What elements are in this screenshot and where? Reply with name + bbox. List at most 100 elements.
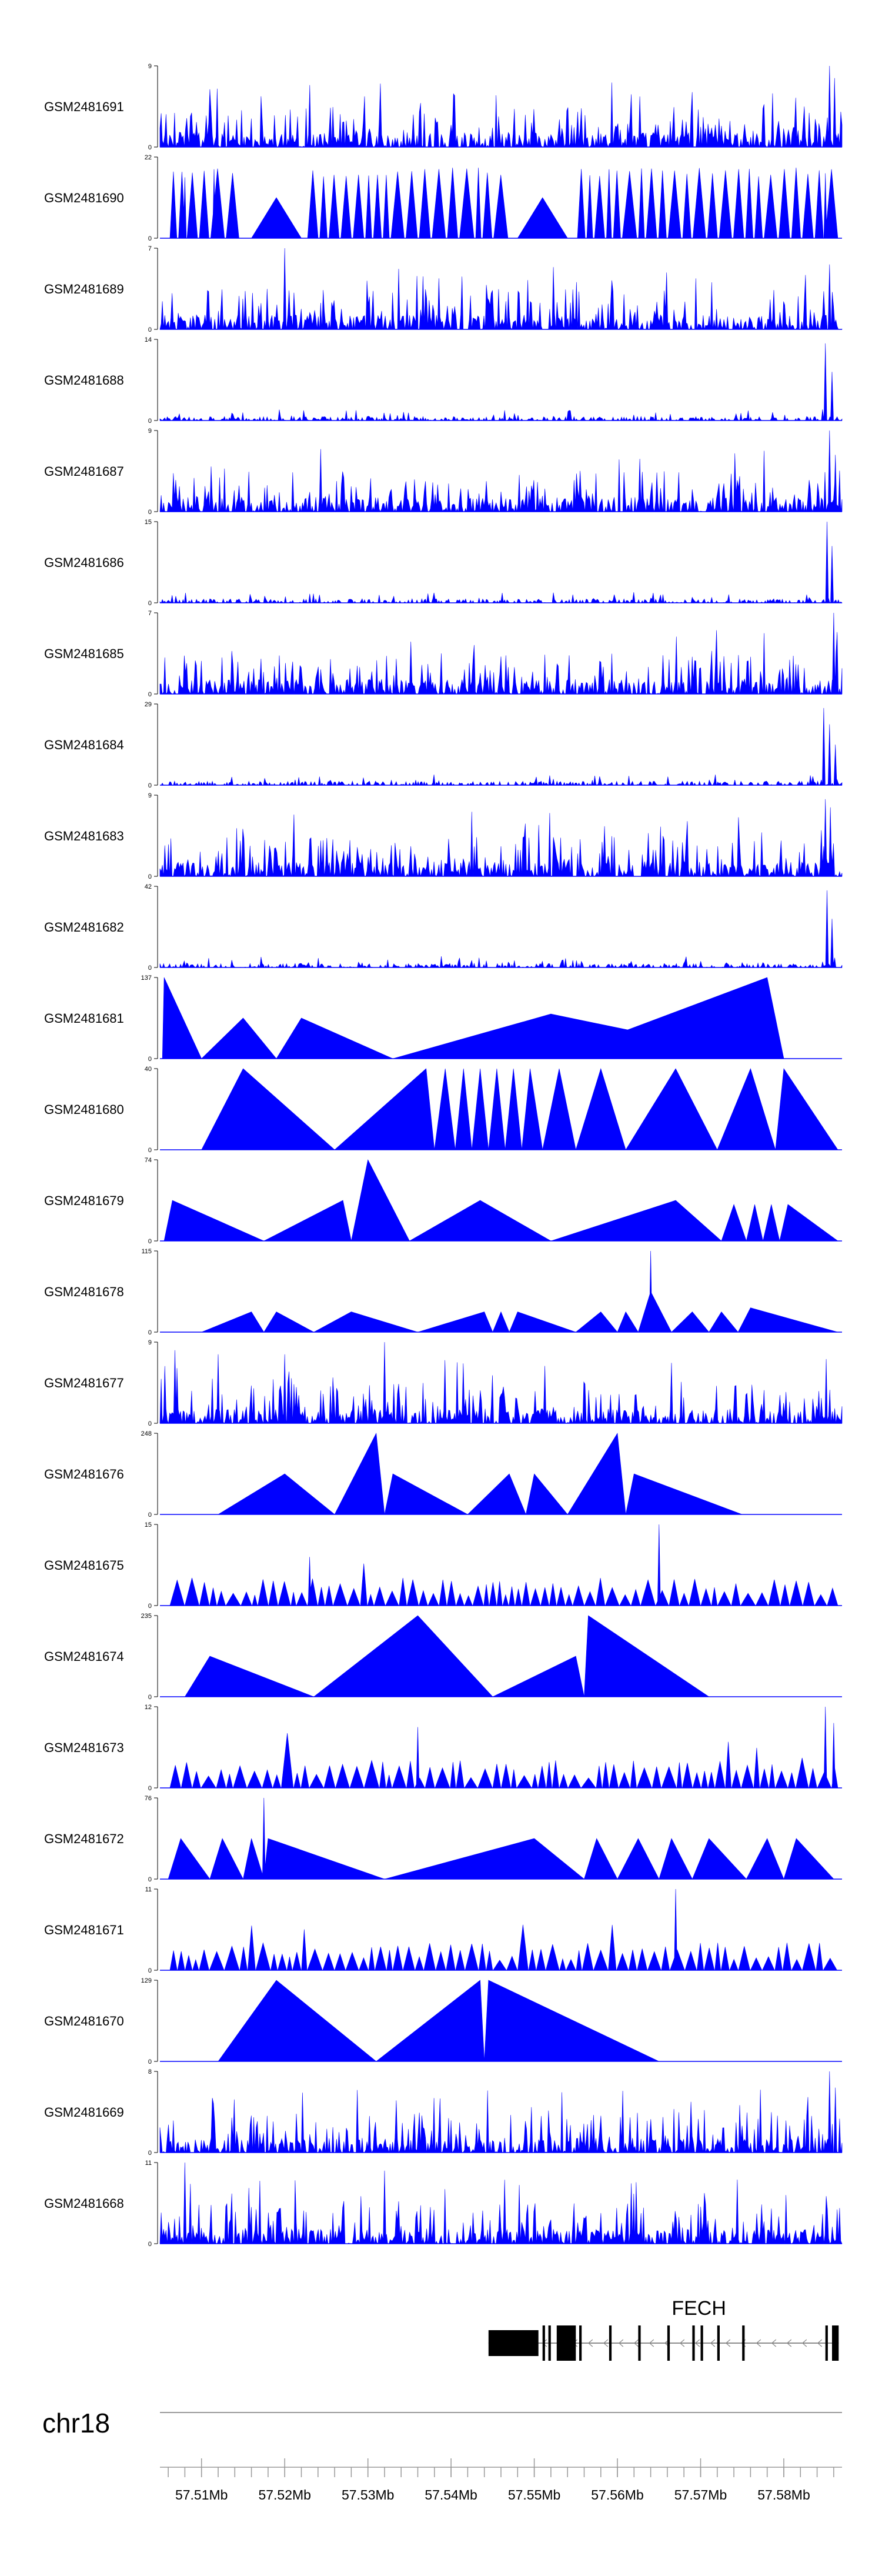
axis-tick-label: 57.53Mb (342, 2487, 395, 2502)
y-min-label: 0 (148, 235, 152, 242)
strand-arrow (587, 2339, 593, 2347)
track-label: GSM2481689 (44, 282, 124, 296)
y-max-label: 76 (145, 1795, 152, 1802)
track-label: GSM2481677 (44, 1376, 124, 1390)
coverage-track: GSM2481687 9 0 (44, 428, 843, 516)
y-min-label: 0 (148, 873, 152, 880)
track-label: GSM2481679 (44, 1193, 124, 1208)
coverage-track: GSM2481675 15 0 (44, 1521, 842, 1610)
coverage-track: GSM2481680 40 0 (44, 1066, 842, 1154)
coverage-track: GSM2481670 129 0 (44, 1977, 842, 2066)
y-max-label: 9 (148, 792, 152, 799)
y-min-label: 0 (148, 1967, 152, 1974)
axis-tick-label: 57.52Mb (258, 2487, 311, 2502)
y-min-label: 0 (148, 1603, 152, 1610)
track-label: GSM2481687 (44, 464, 124, 479)
gene-exon (832, 2325, 839, 2361)
y-min-label: 0 (148, 144, 152, 151)
y-min-label: 0 (148, 1511, 152, 1519)
y-min-label: 0 (148, 782, 152, 789)
gene-exon (488, 2330, 539, 2356)
strand-arrow (649, 2339, 654, 2347)
strand-arrow (786, 2339, 792, 2347)
gene-track: FECH (488, 2297, 839, 2361)
y-min-label: 0 (148, 1420, 152, 1427)
track-label: GSM2481685 (44, 646, 124, 661)
y-min-label: 0 (148, 1056, 152, 1063)
strand-arrow (710, 2339, 716, 2347)
strand-arrow (694, 2339, 700, 2347)
y-max-label: 7 (148, 610, 152, 617)
coverage-track: GSM2481673 12 0 (44, 1704, 842, 1792)
gene-exon (609, 2325, 612, 2361)
track-label: GSM2481672 (44, 1831, 124, 1846)
track-label: GSM2481671 (44, 1923, 124, 1937)
y-min-label: 0 (148, 418, 152, 425)
y-max-label: 115 (141, 1248, 152, 1255)
gene-label: FECH (671, 2297, 726, 2320)
track-label: GSM2481683 (44, 829, 124, 843)
strand-arrow (603, 2339, 609, 2347)
gene-exon (542, 2325, 545, 2361)
y-min-label: 0 (148, 1329, 152, 1336)
y-min-label: 0 (148, 1694, 152, 1701)
coverage-area (159, 1342, 843, 1424)
y-min-label: 0 (148, 2150, 152, 2157)
track-label: GSM2481684 (44, 738, 124, 752)
track-label: GSM2481669 (44, 2105, 124, 2120)
y-max-label: 14 (145, 336, 152, 343)
coverage-track: GSM2481681 137 0 (44, 975, 842, 1063)
coverage-area (160, 708, 843, 786)
coverage-track: GSM2481677 9 0 (44, 1339, 843, 1427)
coverage-area (159, 65, 843, 148)
coverage-area (159, 612, 843, 695)
track-label: GSM2481670 (44, 2014, 124, 2028)
coverage-track: GSM2481689 7 0 (44, 245, 843, 333)
strand-arrow (679, 2339, 685, 2347)
y-max-label: 9 (148, 428, 152, 435)
y-max-label: 248 (141, 1430, 152, 1437)
coverage-area (159, 521, 843, 604)
coverage-area (217, 1432, 743, 1515)
y-max-label: 235 (141, 1613, 152, 1620)
y-max-label: 12 (145, 1704, 152, 1711)
coverage-track: GSM2481690 22 0 (44, 154, 842, 242)
y-max-label: 15 (145, 519, 152, 526)
axis-tick-label: 57.56Mb (591, 2487, 644, 2502)
coverage-area (159, 248, 843, 331)
gene-exon (700, 2325, 703, 2361)
track-label: GSM2481690 (44, 191, 124, 205)
coverage-area (169, 1888, 838, 1971)
coverage-track: GSM2481683 9 0 (44, 792, 843, 880)
y-min-label: 0 (148, 965, 152, 972)
axis-tick-label: 57.51Mb (175, 2487, 228, 2502)
y-min-label: 0 (148, 509, 152, 516)
y-max-label: 15 (145, 1521, 152, 1529)
coverage-track: GSM2481671 11 0 (44, 1886, 842, 1974)
coverage-area (159, 2071, 843, 2154)
track-label: GSM2481686 (44, 555, 124, 570)
coverage-area (163, 1159, 838, 1242)
y-max-label: 137 (141, 975, 152, 982)
strand-arrow (756, 2339, 761, 2347)
y-max-label: 74 (145, 1157, 152, 1164)
coverage-track: GSM2481678 115 0 (44, 1248, 842, 1336)
coverage-area (169, 167, 838, 239)
gene-exon (579, 2325, 582, 2361)
strand-arrow (771, 2339, 777, 2347)
axis-tick-label: 57.55Mb (508, 2487, 561, 2502)
y-min-label: 0 (148, 2058, 152, 2066)
y-min-label: 0 (148, 1238, 152, 1245)
track-label: GSM2481688 (44, 373, 124, 388)
y-max-label: 11 (145, 1886, 152, 1893)
y-min-label: 0 (148, 600, 152, 607)
genome-axis: chr18 57.51Mb 57.52Mb 57.53Mb 57.54Mb 57.55M… (42, 2408, 842, 2502)
track-label: GSM2481691 (44, 99, 124, 114)
y-min-label: 0 (148, 1785, 152, 1792)
track-label: GSM2481673 (44, 1740, 124, 1755)
strand-arrow (817, 2339, 823, 2347)
track-label: GSM2481678 (44, 1284, 124, 1299)
gene-exon (638, 2325, 641, 2361)
coverage-area (159, 430, 843, 513)
